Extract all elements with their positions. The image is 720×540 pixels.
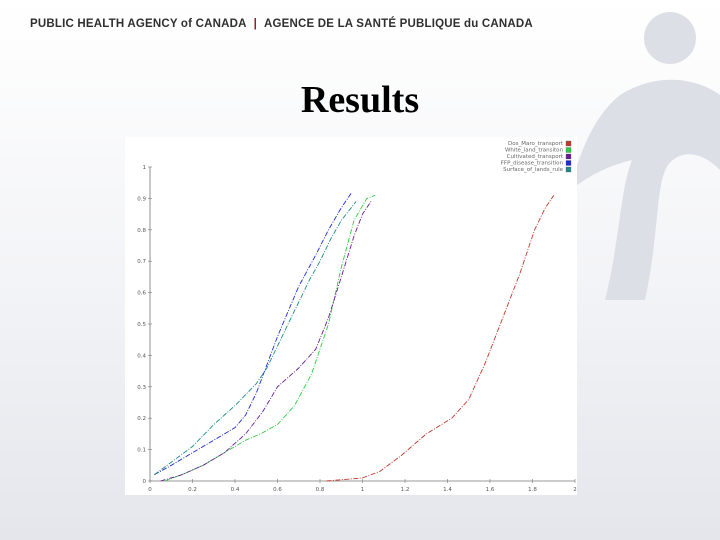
x-tick-label: 0.6	[273, 487, 282, 493]
legend-label: Surface_of_lands_rule	[503, 167, 564, 173]
series-line-3	[160, 201, 372, 482]
y-tick-label: 0.2	[137, 416, 146, 422]
y-tick-label: 1	[143, 165, 147, 171]
x-tick-label: 0.8	[316, 487, 325, 493]
y-tick-label: 0.3	[137, 385, 146, 391]
y-tick-label: 0.9	[137, 196, 146, 202]
series-line-1	[326, 195, 555, 482]
agency-header: PUBLIC HEALTH AGENCY of CANADA | AGENCE …	[30, 18, 533, 30]
chart-frame: 0 0.1 0.2 0.3 0.4 0.5 0.6 0.7 0.8 0.9 1 0 0.2 0.4 0.6 0…	[125, 137, 577, 495]
y-tick-label: 0.4	[137, 353, 146, 359]
y-tick-label: 0.7	[137, 259, 146, 265]
y-tick-label: 0.5	[137, 322, 146, 328]
y-tick-label: 0	[143, 479, 147, 485]
line-chart: 0 0.1 0.2 0.3 0.4 0.5 0.6 0.7 0.8 0.9 1 0 0.2 0.4 0.6 0…	[137, 140, 577, 493]
legend-swatch	[565, 147, 572, 153]
x-tick-label: 1.6	[486, 487, 495, 493]
legend-label: FFP_disease_transition	[501, 161, 564, 167]
legend-label: Cultivated_transport	[507, 154, 564, 160]
x-tick-label: 0.4	[231, 487, 240, 493]
agency-name-en: PUBLIC HEALTH AGENCY of CANADA	[30, 18, 247, 30]
x-tick-label: 0.2	[188, 487, 197, 493]
agency-separator: |	[253, 18, 258, 30]
x-tick-label: 2	[573, 487, 577, 493]
x-tick-label: 1.2	[401, 487, 410, 493]
legend-swatch	[565, 166, 572, 173]
slide-title: Results	[300, 79, 420, 121]
legend-label: White_land_transiton	[505, 148, 564, 154]
legend-swatch	[565, 140, 572, 147]
legend-swatch	[565, 153, 572, 160]
agency-name-fr: AGENCE DE LA SANTÉ PUBLIQUE du CANADA	[264, 18, 533, 30]
series-line-2	[164, 194, 376, 482]
series-line-4	[154, 191, 353, 476]
legend-swatch	[565, 160, 572, 166]
series-line-5	[154, 201, 357, 476]
y-tick-label: 0.6	[137, 291, 146, 297]
y-tick-label: 0.8	[137, 228, 146, 234]
legend-label: Dos_Maro_transport	[508, 141, 564, 147]
x-tick-label: 1.4	[443, 487, 452, 493]
x-tick-label: 1	[361, 487, 365, 493]
x-tick-label: 0	[148, 487, 152, 493]
y-tick-label: 0.1	[137, 448, 146, 454]
x-tick-label: 1.8	[528, 487, 537, 493]
agency-logo-icon	[570, 12, 720, 300]
